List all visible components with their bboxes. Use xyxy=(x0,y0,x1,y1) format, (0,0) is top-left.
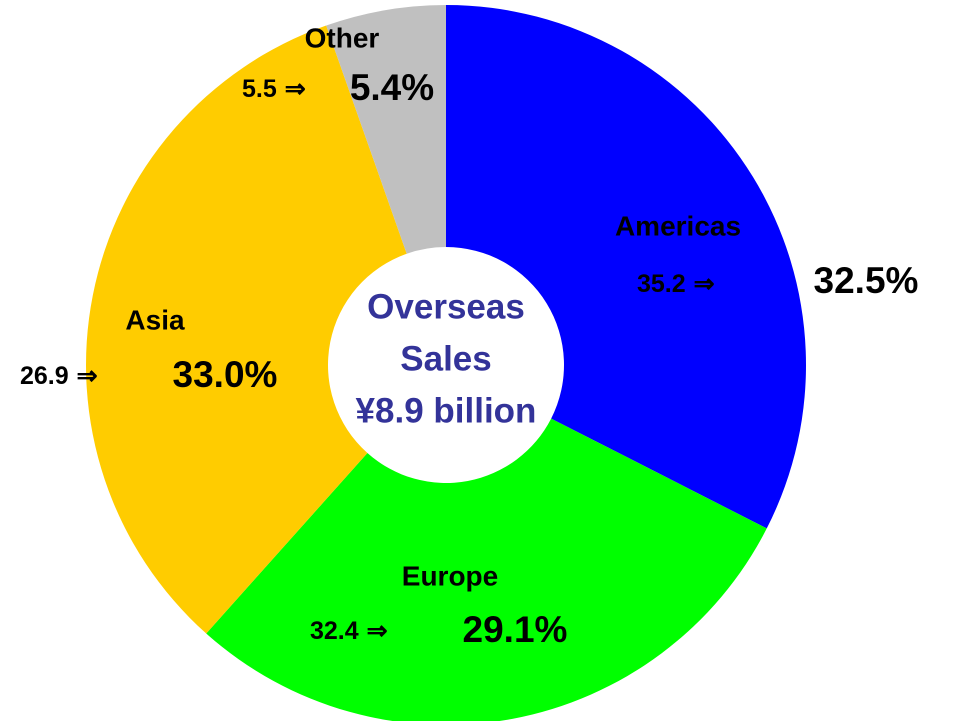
donut-slice xyxy=(85,25,407,634)
donut-slice xyxy=(446,5,806,529)
center-label: Overseas xyxy=(367,287,525,326)
previous-value-label: 26.9 ⇒ xyxy=(20,362,98,390)
previous-value-label: 32.4 ⇒ xyxy=(310,617,388,645)
previous-value-label: 35.2 ⇒ xyxy=(637,270,715,298)
slice-name: Europe xyxy=(402,560,498,591)
donut-slice xyxy=(326,5,446,254)
center-label: ¥8.9 billion xyxy=(356,391,537,430)
slice-name: Americas xyxy=(615,210,741,241)
previous-value: 26.9 xyxy=(20,362,69,390)
arrow: ⇒ xyxy=(694,270,715,298)
value-label: 5.4% xyxy=(350,67,434,108)
slice-name: Other xyxy=(305,22,380,53)
donut-slice xyxy=(206,418,767,721)
center-label: Sales xyxy=(400,339,491,378)
previous-value: 35.2 xyxy=(637,270,686,298)
previous-value: 5.5 xyxy=(242,75,277,103)
arrow: ⇒ xyxy=(285,75,306,103)
value-label: 33.0% xyxy=(173,354,278,395)
arrow: ⇒ xyxy=(367,617,388,645)
previous-value: 32.4 xyxy=(310,617,359,645)
slice-name: Asia xyxy=(125,304,185,335)
arrow: ⇒ xyxy=(77,362,98,390)
value-label: 32.5% xyxy=(814,260,919,301)
previous-value-label: 5.5 ⇒ xyxy=(242,75,306,103)
value-label: 29.1% xyxy=(463,609,568,650)
